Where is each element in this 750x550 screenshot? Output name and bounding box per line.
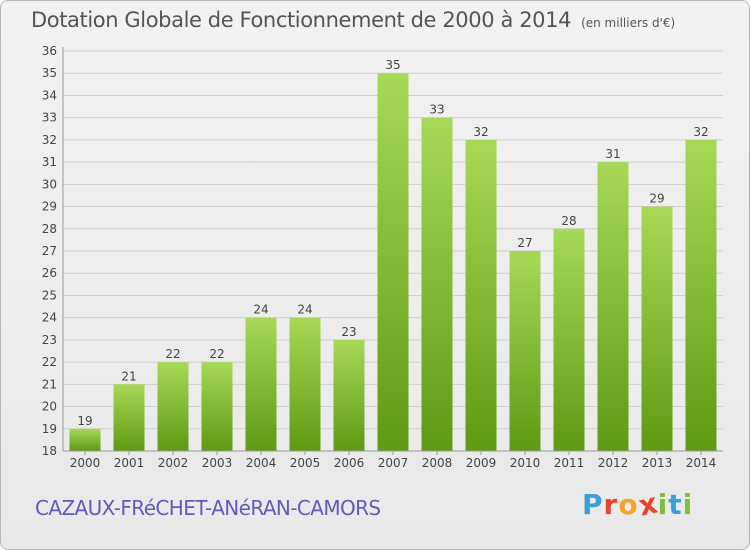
x-tick-label: 2001 <box>114 456 145 470</box>
bar-2002 <box>157 362 189 451</box>
logo-letter: P <box>582 488 604 521</box>
bar-2008 <box>421 117 453 452</box>
y-tick-label: 18 <box>42 444 57 458</box>
bar-value-label: 35 <box>385 58 400 72</box>
x-tick-label: 2011 <box>554 456 585 470</box>
proxiti-logo[interactable]: Proxiti <box>582 486 694 522</box>
x-tick-label: 2012 <box>598 456 629 470</box>
bar-value-label: 28 <box>561 214 576 228</box>
y-tick-label: 33 <box>42 111 57 125</box>
bar-value-label: 32 <box>693 125 708 139</box>
y-tick-label: 36 <box>42 44 57 58</box>
bar-2010 <box>509 251 541 451</box>
y-tick-label: 34 <box>42 88 57 102</box>
bar-2004 <box>245 317 277 451</box>
bar-value-label: 29 <box>649 192 664 206</box>
x-tick-label: 2005 <box>290 456 321 470</box>
bar-value-label: 23 <box>341 325 356 339</box>
x-tick-label: 2004 <box>246 456 277 470</box>
bar-2014 <box>685 139 717 451</box>
bar-value-label: 22 <box>209 347 224 361</box>
bar-value-label: 32 <box>473 125 488 139</box>
logo-letter: t <box>668 488 683 521</box>
bar-value-label: 27 <box>517 236 532 250</box>
x-tick-label: 2007 <box>378 456 409 470</box>
bar-value-label: 22 <box>165 347 180 361</box>
logo-letter: i <box>682 488 694 521</box>
bar-2009 <box>465 139 497 451</box>
y-tick-label: 35 <box>42 66 57 80</box>
bar-2013 <box>641 206 673 451</box>
bar-2012 <box>597 162 629 451</box>
y-tick-label: 30 <box>42 177 57 191</box>
x-tick-label: 2009 <box>466 456 497 470</box>
y-tick-label: 31 <box>42 155 57 169</box>
chart-title: Dotation Globale de Fonctionnement de 20… <box>31 8 675 32</box>
y-tick-label: 22 <box>42 355 57 369</box>
bar-value-label: 24 <box>297 303 312 317</box>
bar-value-label: 24 <box>253 303 268 317</box>
bar-2001 <box>113 384 145 451</box>
bar-value-label: 33 <box>429 103 444 117</box>
logo-letter: o <box>618 488 639 521</box>
y-tick-label: 28 <box>42 222 57 236</box>
bar-2003 <box>201 362 233 451</box>
y-tick-label: 27 <box>42 244 57 258</box>
x-tick-label: 2013 <box>642 456 673 470</box>
x-tick-label: 2006 <box>334 456 365 470</box>
bar-2007 <box>377 73 409 451</box>
bar-2011 <box>553 228 585 451</box>
x-tick-label: 2003 <box>202 456 233 470</box>
bar-2006 <box>333 339 365 451</box>
unit-note: (en milliers d'€) <box>581 16 676 30</box>
bar-2000 <box>69 428 101 451</box>
y-tick-label: 23 <box>42 333 57 347</box>
bar-value-label: 19 <box>77 414 92 428</box>
x-tick-label: 2000 <box>70 456 101 470</box>
x-tick-label: 2002 <box>158 456 189 470</box>
x-tick-label: 2014 <box>686 456 717 470</box>
logo-letter: r <box>603 488 619 521</box>
bar-2005 <box>289 317 321 451</box>
x-tick-label: 2008 <box>422 456 453 470</box>
y-tick-label: 24 <box>42 311 57 325</box>
commune-name: CAZAUX-FRéCHET-ANéRAN-CAMORS <box>35 496 381 520</box>
y-tick-label: 21 <box>42 377 57 391</box>
bar-value-label: 31 <box>605 147 620 161</box>
logo-letter: i <box>657 488 669 521</box>
bar-value-label: 21 <box>121 369 136 383</box>
y-tick-label: 26 <box>42 266 57 280</box>
y-tick-label: 29 <box>42 200 57 214</box>
y-tick-label: 19 <box>42 422 57 436</box>
chart-title-text: Dotation Globale de Fonctionnement de 20… <box>31 8 572 32</box>
y-tick-label: 32 <box>42 133 57 147</box>
y-tick-label: 20 <box>42 400 57 414</box>
x-tick-label: 2010 <box>510 456 541 470</box>
y-tick-label: 25 <box>42 288 57 302</box>
